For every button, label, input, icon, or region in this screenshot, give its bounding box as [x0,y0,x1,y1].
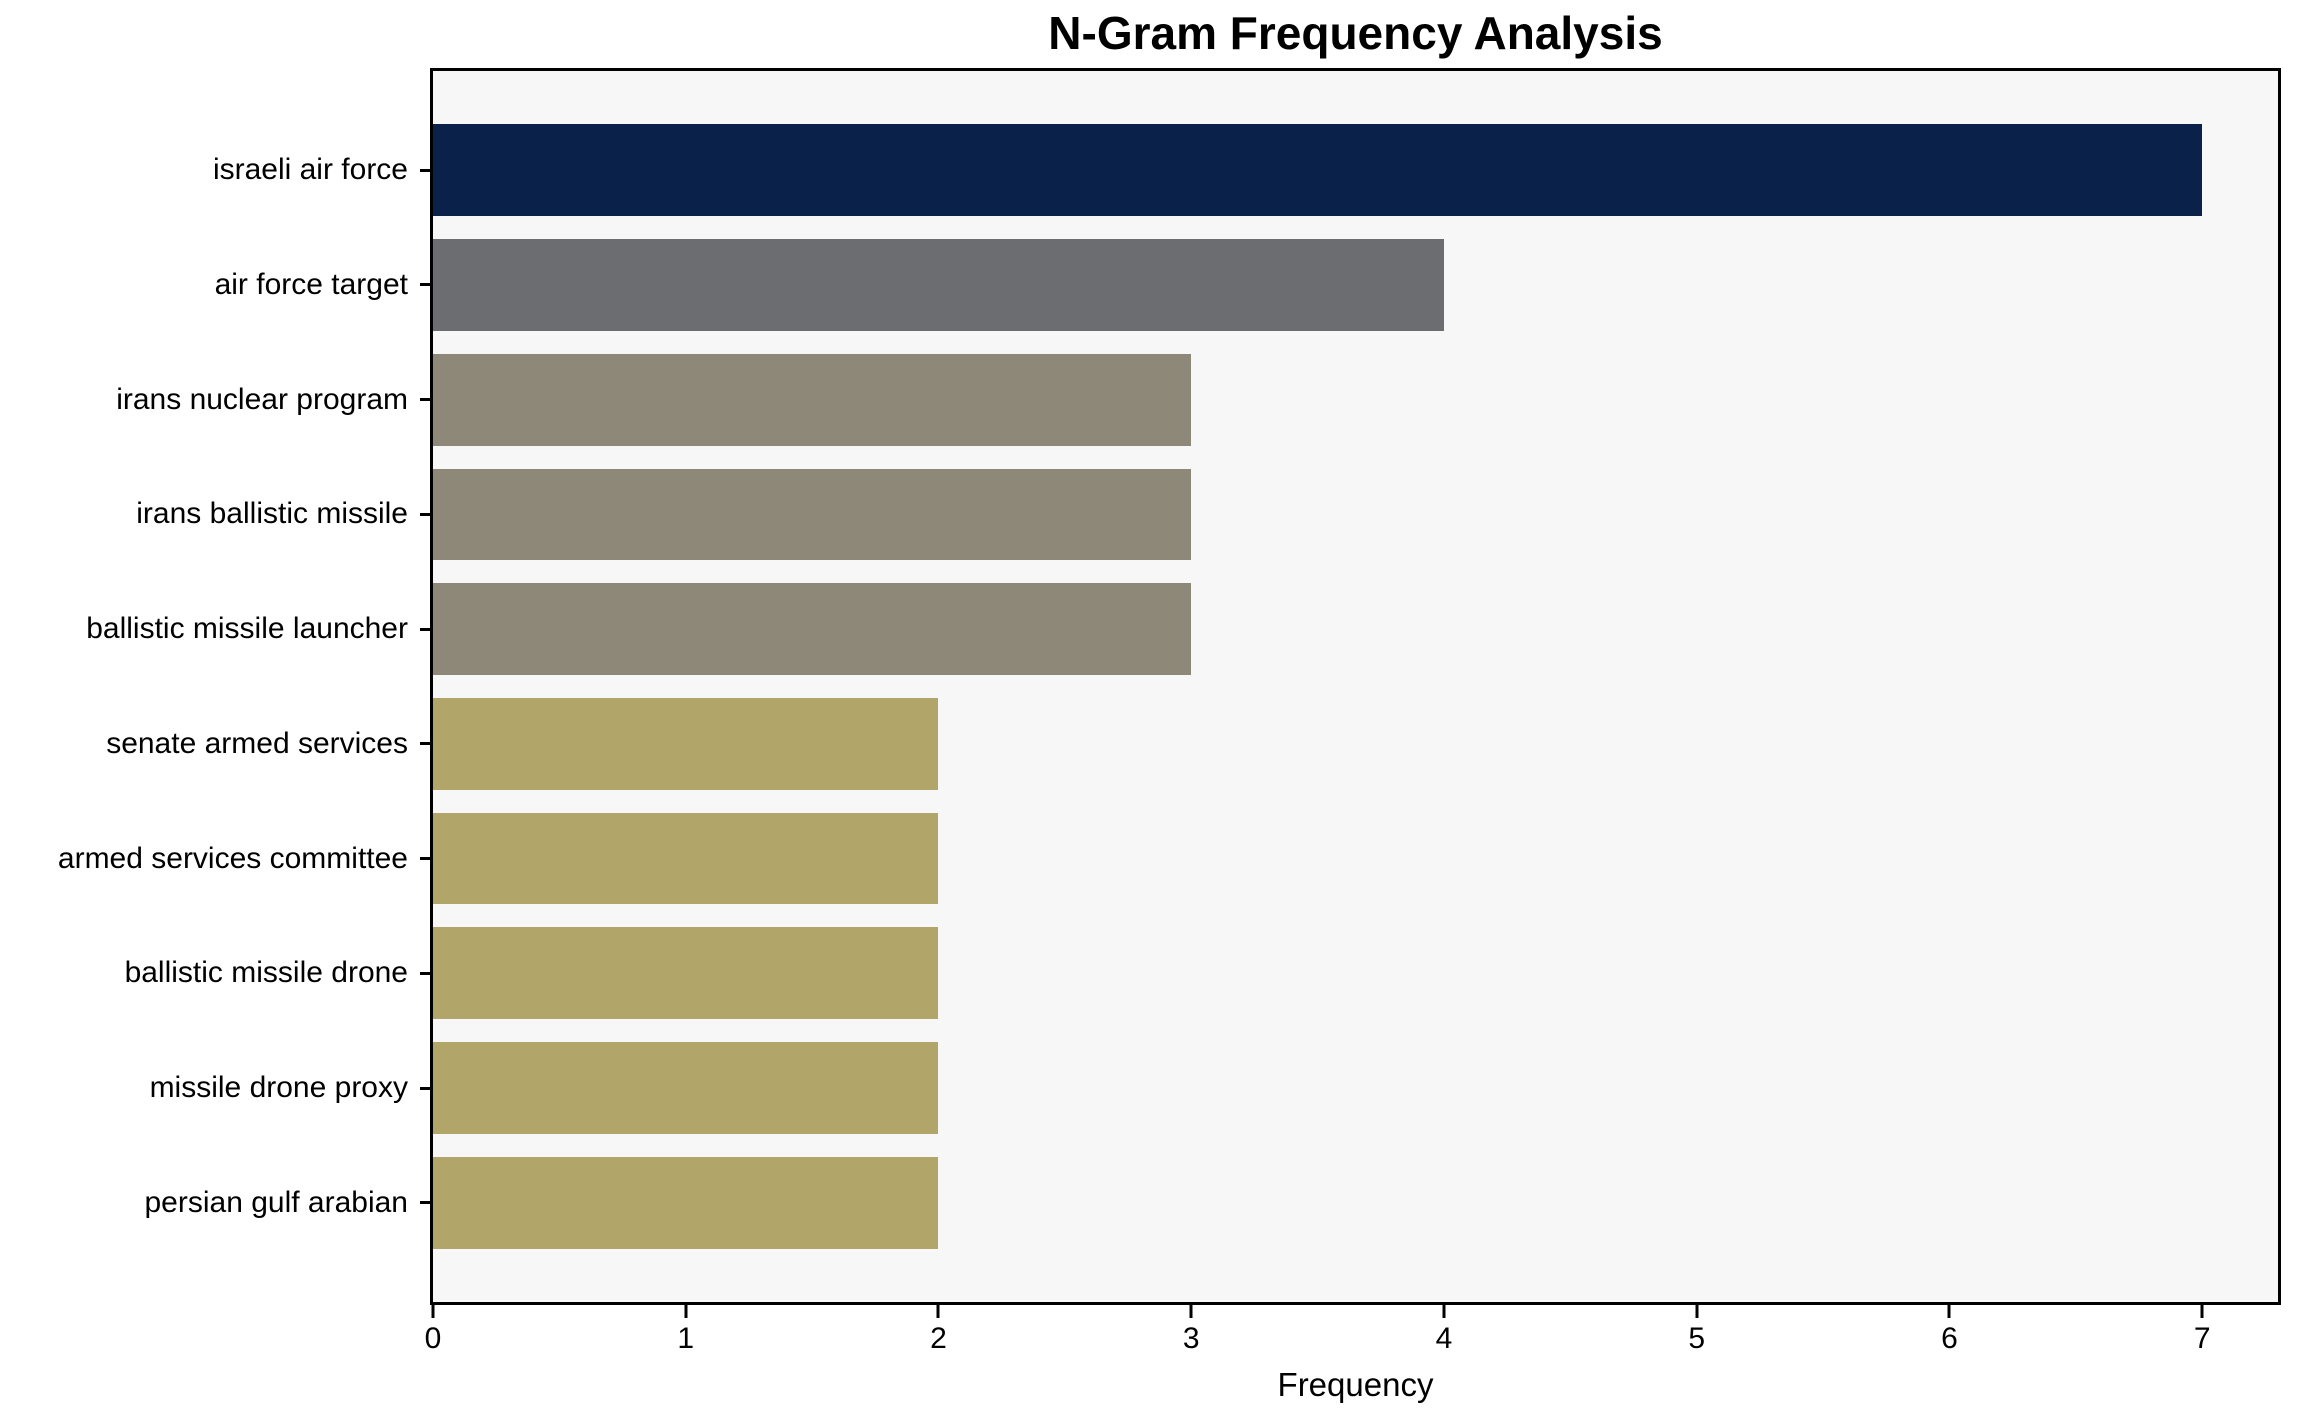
y-tick-label-ballistic-missile-launcher: ballistic missile launcher [86,612,408,646]
bar-air-force-target [433,239,1444,331]
y-tick-mark [420,742,430,746]
bar-missile-drone-proxy [433,1042,939,1134]
y-tick-mark [420,627,430,631]
x-tick-label-1: 1 [677,1322,695,1355]
x-tick-mark [431,1305,435,1318]
y-tick-label-ballistic-missile-drone: ballistic missile drone [124,956,408,990]
y-tick-label-irans-nuclear-program: irans nuclear program [116,382,408,416]
x-tick-label-0: 0 [424,1322,442,1355]
bar-senate-armed-services [433,697,939,790]
x-tick-label-2: 2 [930,1322,947,1355]
x-tick-mark [1695,1305,1699,1318]
x-tick-mark [936,1305,940,1318]
y-tick-mark [420,512,430,516]
x-tick-mark [2200,1305,2204,1318]
plot-area: israeli air force air force target irans n… [58,68,2281,1354]
x-tick-mark [1189,1305,1193,1318]
y-tick-label-air-force-target: air force target [214,267,408,301]
y-tick-label-senate-armed-services: senate armed services [106,726,408,760]
y-tick-mark [420,1086,430,1090]
bar-ballistic-missile-drone [433,927,939,1020]
x-tick-label-7: 7 [2193,1322,2211,1355]
y-tick-mark [420,971,430,975]
x-axis-label: Frequency [1277,1366,1434,1403]
x-tick-label-4: 4 [1435,1322,1453,1355]
y-tick-label-israeli-air-force: israeli air force [212,153,408,187]
y-tick-label-irans-ballistic-missile: irans ballistic missile [136,497,408,531]
x-tick-label-6: 6 [1941,1322,1958,1355]
bar-ballistic-missile-launcher [433,583,1192,676]
y-tick-mark [420,1201,430,1205]
y-tick-mark [420,857,430,861]
x-tick-mark [1947,1305,1951,1318]
bar-israeli-air-force [433,124,2203,217]
bar-irans-nuclear-program [433,353,1192,446]
x-tick-label-5: 5 [1688,1322,1706,1355]
x-tick-mark [1442,1305,1446,1318]
y-tick-label-persian-gulf-arabian: persian gulf arabian [144,1185,408,1219]
chart-title: N-Gram Frequency Analysis [1048,7,1663,59]
bar-persian-gulf-arabian [433,1156,939,1249]
x-tick-label-3: 3 [1182,1322,1200,1355]
x-tick-mark [684,1305,688,1318]
y-tick-label-armed-services-committee: armed services committee [57,841,408,875]
y-tick-mark [420,283,430,287]
bar-irans-ballistic-missile [433,468,1192,561]
y-tick-mark [420,168,430,172]
y-tick-label-missile-drone-proxy: missile drone proxy [149,1071,408,1105]
y-tick-mark [420,398,430,402]
bar-armed-services-committee [433,812,939,905]
